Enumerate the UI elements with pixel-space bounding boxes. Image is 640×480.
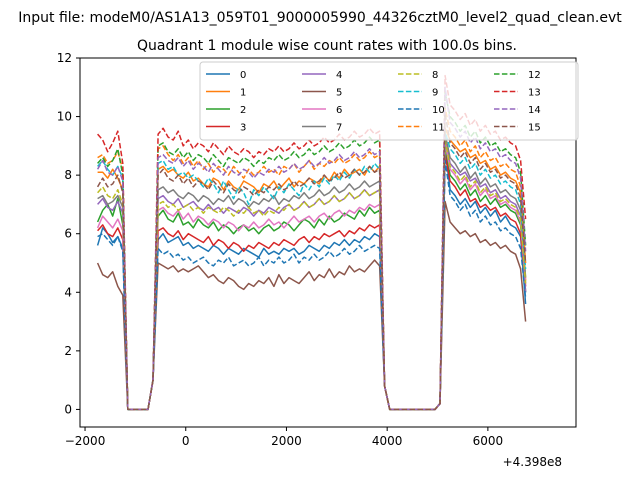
legend-label-8: 8	[432, 70, 438, 81]
legend-label-13: 13	[528, 88, 541, 99]
series-line-11	[97, 107, 527, 411]
series-line-15	[96, 112, 527, 411]
legend-label-6: 6	[336, 105, 342, 116]
series-line-1	[97, 127, 527, 411]
legend-label-11: 11	[432, 123, 445, 134]
series-line-10	[97, 159, 527, 411]
y-tick-label: 4	[64, 285, 72, 299]
series-line-7	[97, 133, 527, 411]
series-line-4	[97, 136, 527, 411]
legend-label-1: 1	[240, 88, 246, 99]
legend-label-9: 9	[432, 88, 438, 99]
x-offset-label: +4.398e8	[503, 455, 562, 469]
legend-label-2: 2	[240, 105, 246, 116]
series-line-9	[97, 130, 527, 411]
x-tick-label: −2000	[65, 434, 106, 448]
series-line-0	[96, 148, 527, 411]
y-tick-label: 10	[57, 110, 72, 124]
series-line-8	[97, 139, 527, 411]
series-line-14	[96, 86, 527, 411]
plot-area	[96, 74, 527, 411]
legend-label-10: 10	[432, 105, 445, 116]
legend-box	[199, 61, 579, 141]
y-tick-label: 6	[64, 227, 72, 241]
legend-label-0: 0	[240, 70, 246, 81]
legend-label-14: 14	[528, 105, 541, 116]
chart-title: Quadrant 1 module wise count rates with …	[137, 38, 517, 54]
legend-label-4: 4	[336, 70, 342, 81]
x-tick-label: 2000	[271, 434, 302, 448]
series-line-2	[96, 145, 527, 411]
series-line-5	[96, 200, 527, 411]
series-line-13	[97, 74, 527, 411]
legend-label-5: 5	[336, 88, 342, 99]
legend-label-15: 15	[528, 123, 541, 134]
axes-frame	[79, 57, 577, 428]
y-tick-label: 8	[64, 168, 72, 182]
y-tick-label: 0	[64, 402, 72, 416]
y-tick-label: 12	[57, 51, 72, 65]
legend-label-12: 12	[528, 70, 541, 81]
figure-suptitle: Input file: modeM0/AS1A13_059T01_9000005…	[18, 10, 622, 26]
legend-label-7: 7	[336, 123, 342, 134]
legend-label-3: 3	[240, 123, 246, 134]
x-tick-label: 6000	[473, 434, 504, 448]
x-tick-label: 4000	[372, 434, 403, 448]
series-line-3	[97, 153, 527, 411]
series-line-12	[97, 92, 527, 411]
y-tick-label: 2	[64, 344, 72, 358]
x-tick-label: 0	[182, 434, 190, 448]
series-line-6	[96, 142, 527, 411]
